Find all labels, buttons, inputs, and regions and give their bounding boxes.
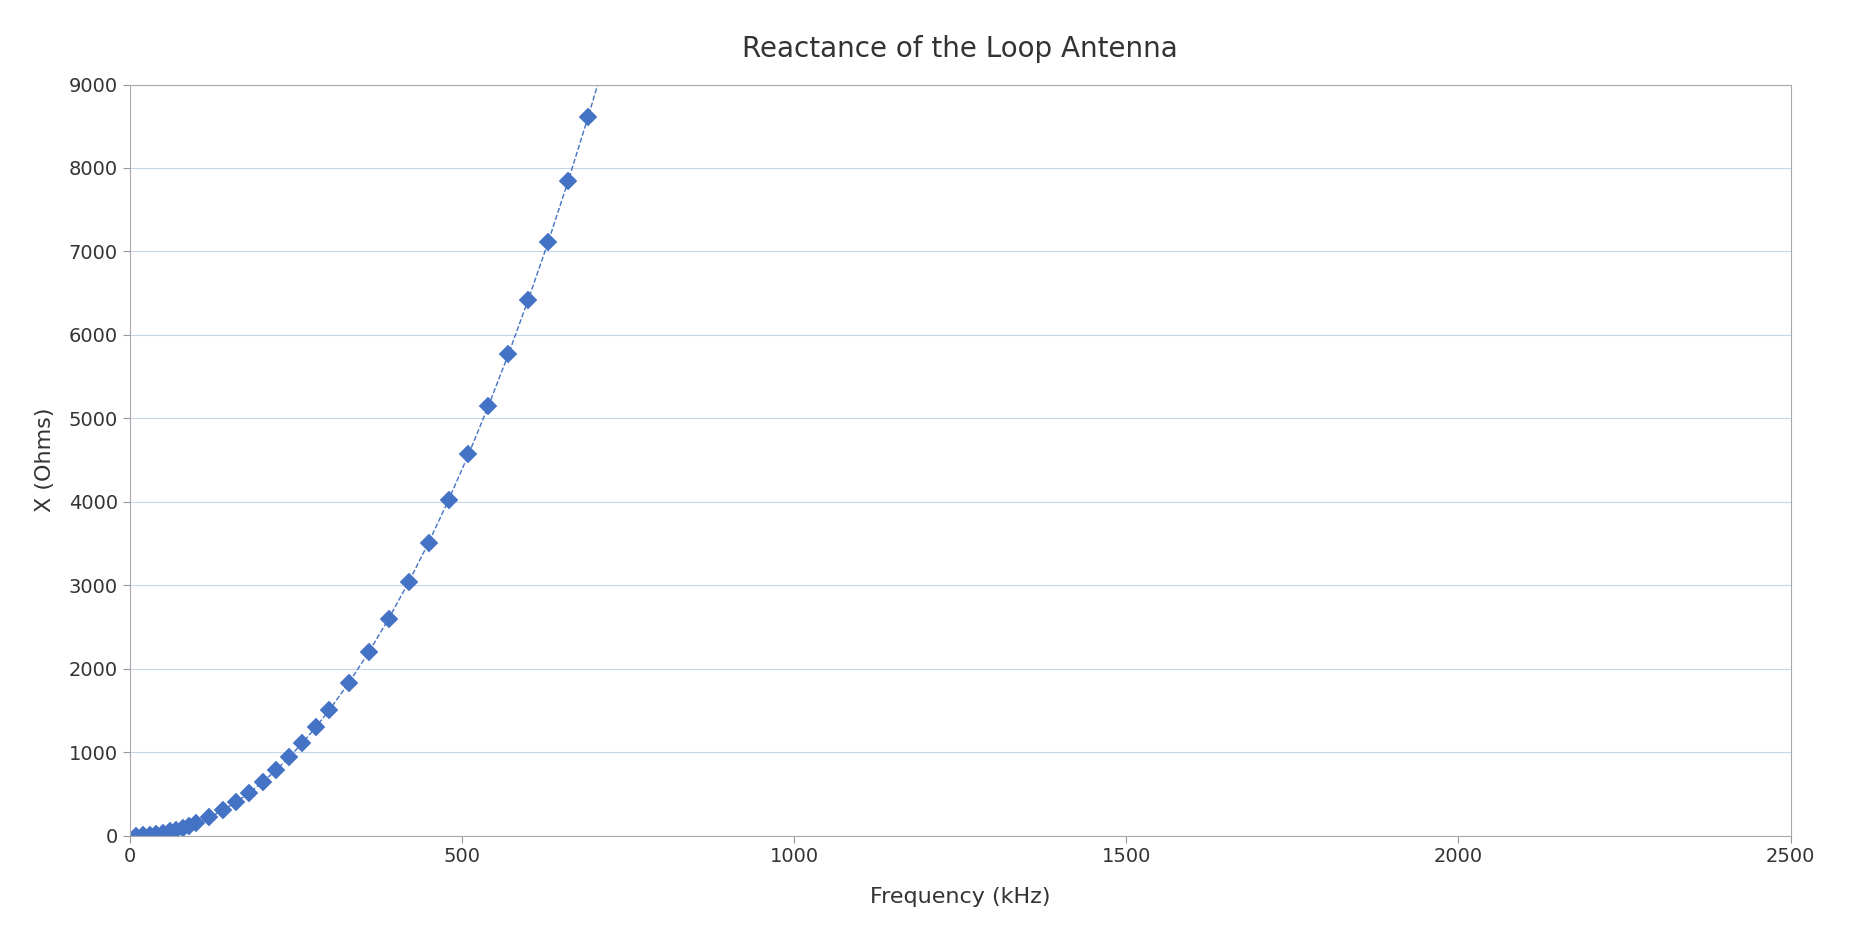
- Title: Reactance of the Loop Antenna: Reactance of the Loop Antenna: [742, 35, 1178, 63]
- X-axis label: Frequency (kHz): Frequency (kHz): [870, 887, 1051, 907]
- Y-axis label: X (Ohms): X (Ohms): [35, 408, 56, 512]
